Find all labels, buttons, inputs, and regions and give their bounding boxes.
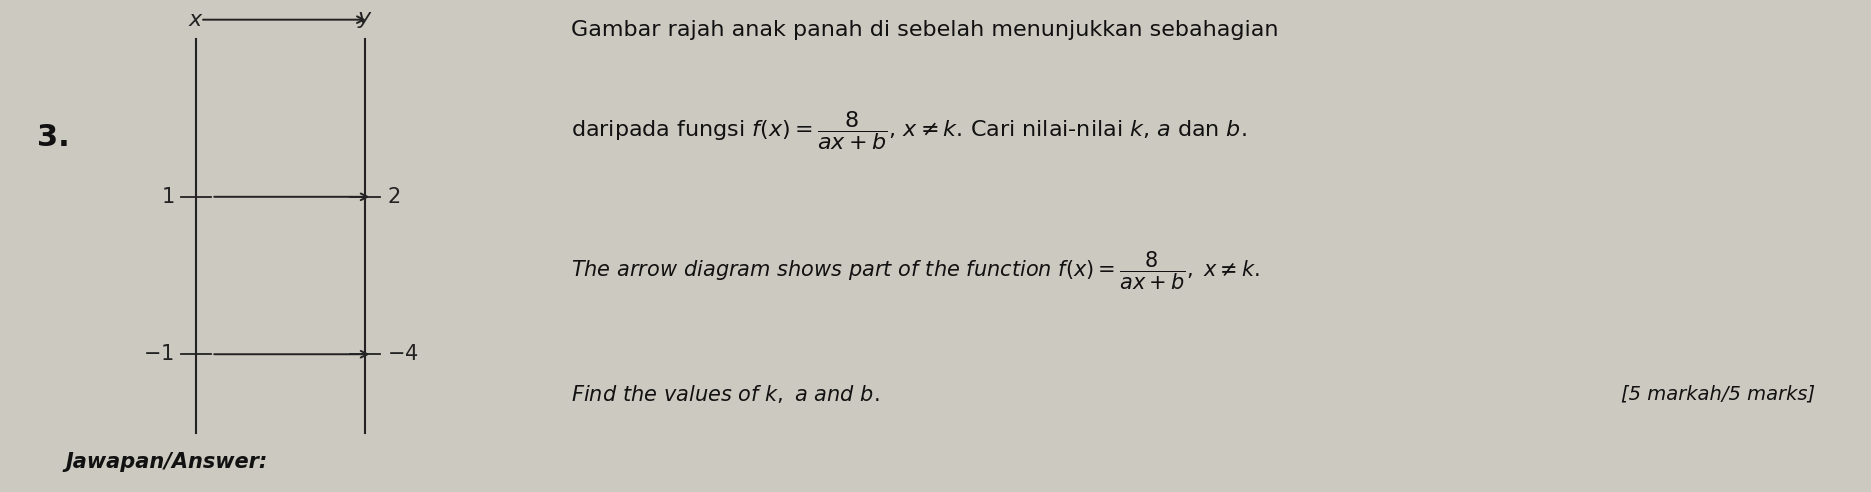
Text: $1$: $1$ — [161, 187, 174, 207]
Text: daripada fungsi $f(x) = \dfrac{8}{ax+b}$, $x \neq k$. Cari nilai-nilai $k$, $a$ : daripada fungsi $f(x) = \dfrac{8}{ax+b}$… — [571, 109, 1246, 152]
Text: Gambar rajah anak panah di sebelah menunjukkan sebahagian: Gambar rajah anak panah di sebelah menun… — [571, 20, 1278, 40]
Text: $\mathit{Find\ the\ values\ of\ k,\ a\ and\ b.}$: $\mathit{Find\ the\ values\ of\ k,\ a\ a… — [571, 383, 879, 404]
Text: 3.: 3. — [37, 123, 71, 152]
Text: Jawapan/Answer:: Jawapan/Answer: — [65, 452, 268, 472]
Text: $-1$: $-1$ — [144, 344, 174, 364]
Text: $\mathit{The\ arrow\ diagram\ shows\ part\ of\ the\ function}$ $f(x) = \dfrac{8}: $\mathit{The\ arrow\ diagram\ shows\ par… — [571, 249, 1259, 292]
Text: $2$: $2$ — [387, 187, 400, 207]
Text: $y$: $y$ — [357, 9, 372, 30]
Text: [5 markah/5 marks]: [5 markah/5 marks] — [1620, 384, 1815, 403]
Text: $x$: $x$ — [189, 9, 204, 30]
Text: $-4$: $-4$ — [387, 344, 419, 364]
